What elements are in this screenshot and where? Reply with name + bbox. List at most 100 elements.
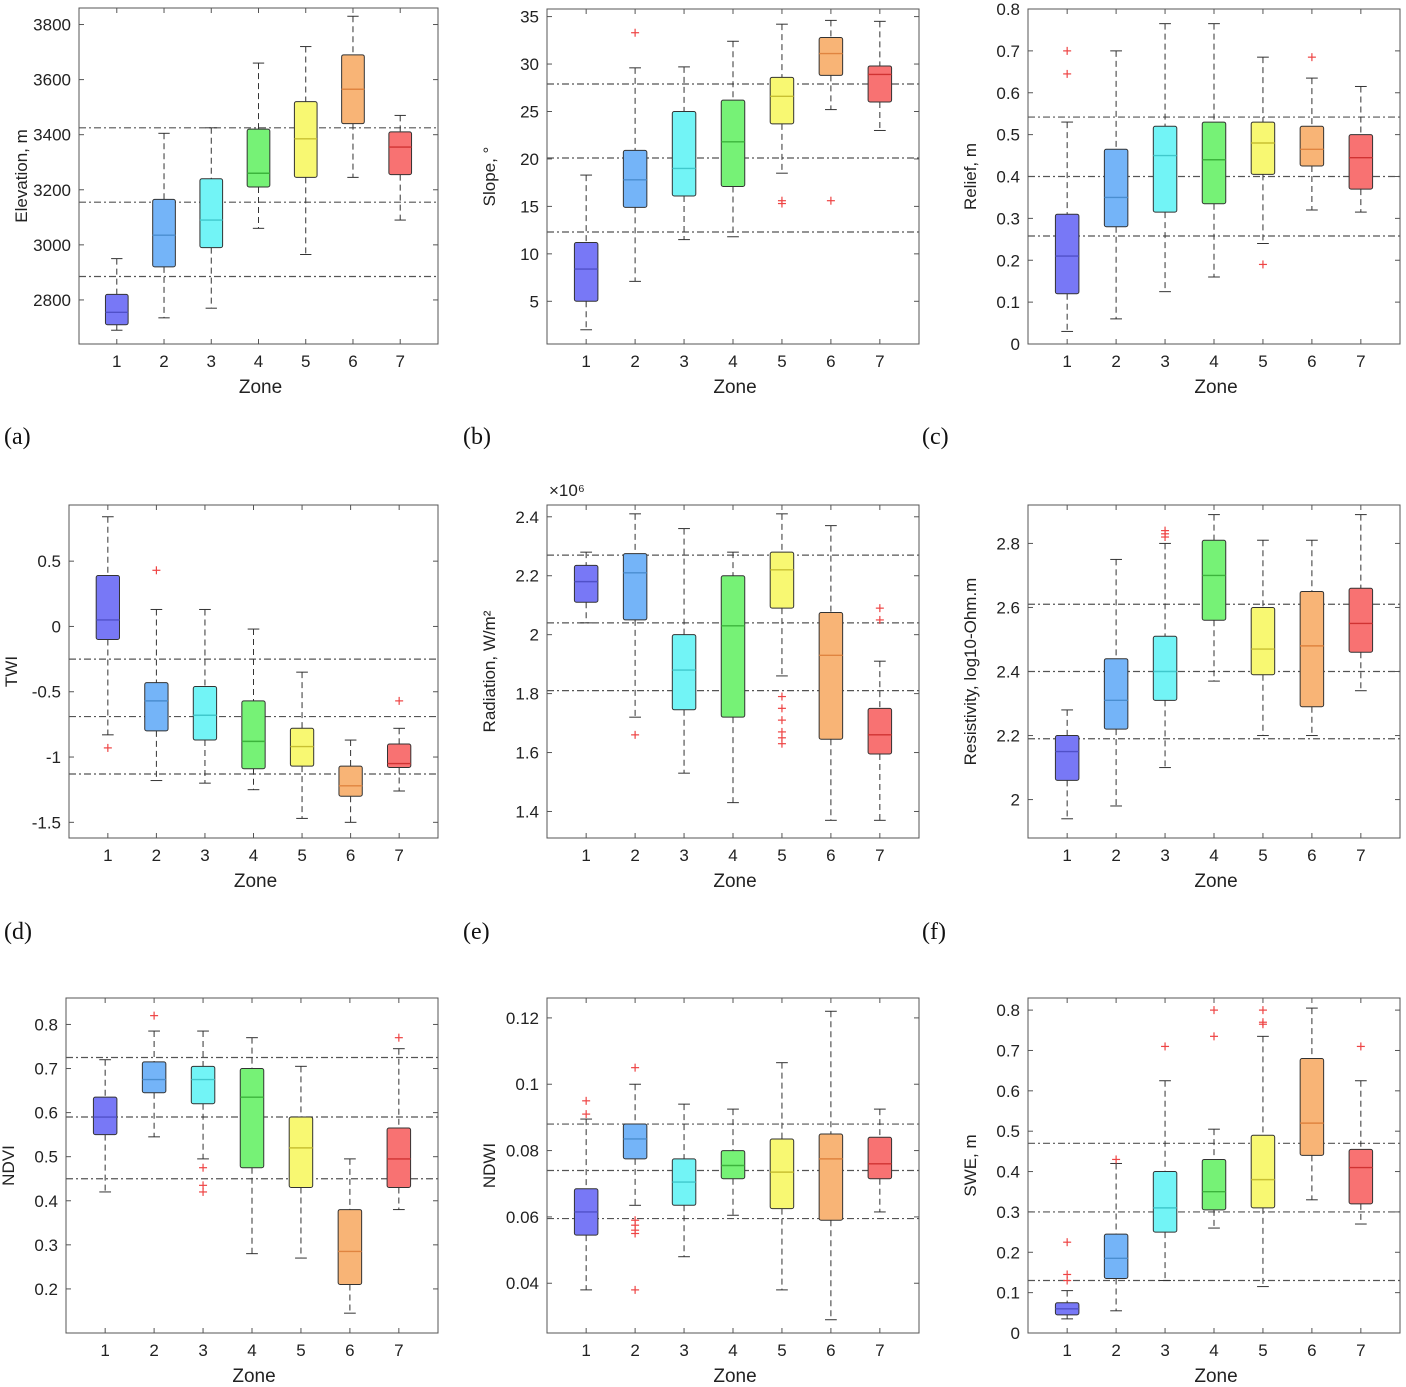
box-iqr bbox=[104, 293, 129, 326]
x-tick-label: 2 bbox=[1111, 1341, 1120, 1360]
box-iqr bbox=[622, 553, 648, 621]
y-tick-label: 2800 bbox=[33, 291, 71, 310]
box-iqr bbox=[622, 1123, 648, 1160]
box-zone-4 bbox=[720, 1108, 746, 1216]
box-iqr bbox=[1348, 587, 1374, 653]
y-tick-label: 2.4 bbox=[996, 663, 1020, 682]
box-zone-5 bbox=[288, 1065, 314, 1259]
x-tick-label: 4 bbox=[249, 846, 258, 865]
outlier-marker bbox=[199, 1181, 208, 1190]
box-iqr bbox=[192, 686, 218, 741]
x-tick-label: 7 bbox=[875, 352, 884, 371]
x-tick-label: 1 bbox=[112, 352, 121, 371]
box-iqr bbox=[671, 110, 697, 197]
y-tick-label: 0.2 bbox=[34, 1280, 58, 1299]
y-axis-label: TWI bbox=[2, 656, 21, 687]
box-zone-2 bbox=[1103, 50, 1129, 320]
box-iqr bbox=[152, 198, 176, 268]
box-zone-4 bbox=[720, 551, 746, 804]
box-zone-1 bbox=[573, 551, 599, 624]
x-tick-label: 7 bbox=[1356, 1341, 1365, 1360]
outlier-marker bbox=[1210, 1006, 1218, 1015]
box-iqr bbox=[1054, 213, 1080, 295]
box-zone-1 bbox=[1054, 709, 1080, 820]
y-tick-label: 0.5 bbox=[34, 1148, 58, 1167]
outlier-marker bbox=[631, 1216, 640, 1225]
y-tick-label: 0.6 bbox=[996, 1082, 1020, 1101]
x-tick-label: 4 bbox=[1209, 352, 1218, 371]
y-tick-label: 0.04 bbox=[506, 1274, 539, 1293]
outlier-marker bbox=[150, 1011, 159, 1020]
box-iqr bbox=[1152, 125, 1178, 213]
chart-panel-f: 2 2.2 2.4 2.6 2.8 1 2 3 4 5 6 7 Zone Resistivity, log… bbox=[961, 504, 1401, 892]
y-tick-label: 0.7 bbox=[996, 1041, 1020, 1060]
x-tick-label: 3 bbox=[1160, 352, 1169, 371]
outlier-marker bbox=[1307, 53, 1316, 62]
x-tick-label: 2 bbox=[630, 846, 639, 865]
box-zone-3 bbox=[199, 127, 224, 309]
chart-panel-g: 0.2 0.3 0.4 0.5 0.6 0.7 0.8 1 2 3 4 5 6 7 Zone NDVI bbox=[0, 997, 439, 1387]
y-tick-label: 2.4 bbox=[515, 508, 539, 527]
y-tick-label: 2.8 bbox=[996, 534, 1020, 553]
box-iqr bbox=[1152, 1171, 1178, 1233]
y-tick-label: 0.1 bbox=[996, 1284, 1020, 1303]
x-axis-label: Zone bbox=[232, 1366, 275, 1387]
y-tick-label: 0.2 bbox=[996, 1243, 1020, 1262]
x-tick-label: 2 bbox=[630, 1341, 639, 1360]
box-zone-2 bbox=[622, 513, 648, 739]
x-tick-label: 5 bbox=[1258, 1341, 1267, 1360]
box-zone-6 bbox=[818, 1010, 844, 1321]
x-tick-label: 7 bbox=[1356, 846, 1365, 865]
x-tick-label: 2 bbox=[1111, 846, 1120, 865]
x-tick-label: 1 bbox=[581, 846, 590, 865]
x-tick-label: 5 bbox=[301, 352, 310, 371]
box-zone-7 bbox=[1348, 514, 1374, 692]
box-iqr bbox=[190, 1065, 216, 1105]
y-tick-label: 0.8 bbox=[34, 1015, 58, 1034]
x-tick-label: 4 bbox=[1209, 846, 1218, 865]
x-tick-label: 6 bbox=[1307, 1341, 1316, 1360]
outlier-marker bbox=[631, 1063, 640, 1072]
box-zone-5 bbox=[769, 1062, 795, 1291]
x-tick-label: 1 bbox=[100, 1341, 109, 1360]
y-tick-label: 0.12 bbox=[506, 1009, 539, 1028]
box-iqr bbox=[246, 128, 271, 188]
y-axis-label: SWE, m bbox=[961, 1134, 980, 1196]
chart-panel-c: 0 0.1 0.2 0.3 0.4 0.5 0.6 0.7 0.8 1 2 3 4 5 6 7 Zone Reli… bbox=[961, 0, 1401, 398]
y-tick-label: 2.2 bbox=[996, 727, 1020, 746]
panel-label-f: (f) bbox=[922, 919, 946, 945]
x-tick-label: 6 bbox=[346, 846, 355, 865]
y-tick-label: 3000 bbox=[33, 236, 71, 255]
x-tick-label: 7 bbox=[394, 846, 403, 865]
outlier-marker bbox=[1258, 1018, 1267, 1027]
box-zone-6 bbox=[338, 739, 363, 823]
box-iqr bbox=[95, 575, 120, 641]
box-iqr bbox=[867, 1136, 893, 1180]
y-tick-label: 3800 bbox=[33, 16, 71, 35]
box-zone-5 bbox=[769, 23, 795, 208]
box-zone-6 bbox=[341, 15, 365, 178]
x-tick-label: 1 bbox=[581, 352, 590, 371]
outlier-marker bbox=[826, 196, 835, 205]
box-zone-7 bbox=[867, 1108, 893, 1213]
box-zone-4 bbox=[1201, 23, 1227, 278]
x-axis-label: Zone bbox=[713, 1366, 756, 1387]
outlier-marker bbox=[1161, 526, 1170, 535]
box-zone-7 bbox=[1348, 1042, 1374, 1225]
box-zone-7 bbox=[867, 20, 893, 131]
box-iqr bbox=[769, 551, 795, 609]
box-zone-4 bbox=[241, 628, 266, 791]
x-tick-label: 3 bbox=[207, 352, 216, 371]
x-tick-label: 5 bbox=[296, 1341, 305, 1360]
y-axis-label: Slope, ° bbox=[480, 147, 499, 207]
box-zone-3 bbox=[1152, 23, 1178, 293]
x-tick-label: 5 bbox=[297, 846, 306, 865]
x-tick-label: 2 bbox=[1111, 352, 1120, 371]
x-axis-label: Zone bbox=[1194, 1366, 1237, 1387]
box-zone-7 bbox=[386, 1033, 412, 1211]
box-zone-3 bbox=[671, 528, 697, 774]
box-iqr bbox=[818, 36, 844, 76]
x-tick-label: 4 bbox=[728, 352, 737, 371]
box-zone-2 bbox=[622, 28, 648, 282]
x-axis-label: Zone bbox=[1194, 871, 1237, 892]
